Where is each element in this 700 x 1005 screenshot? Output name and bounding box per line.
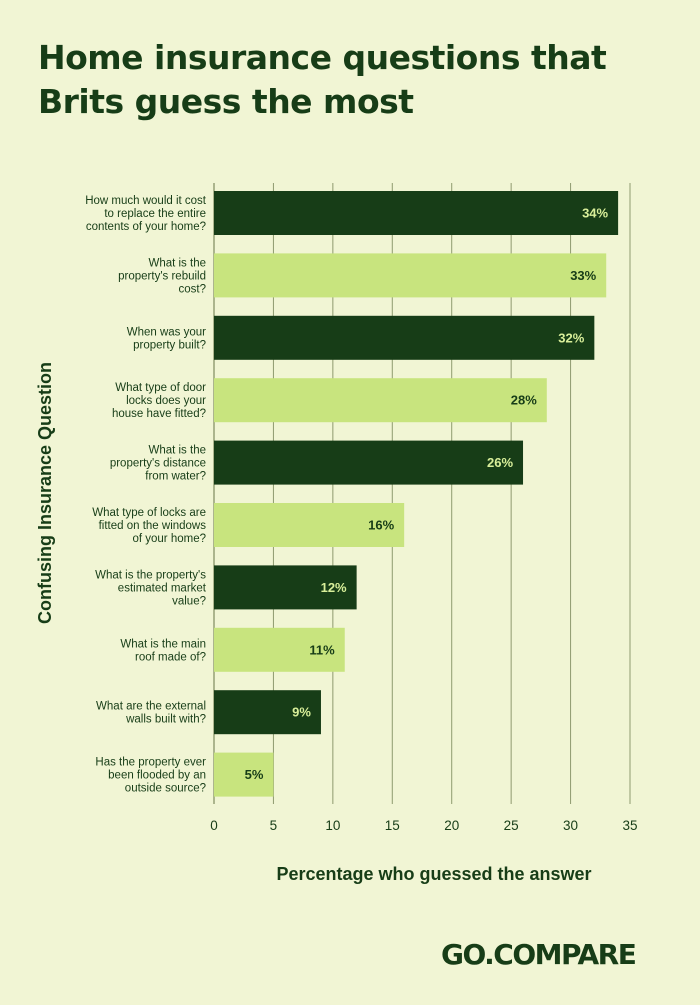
x-tick-label: 5 xyxy=(270,818,278,833)
category-labels: How much would it cost to replace the ent… xyxy=(85,195,207,795)
category-label-line: outside source? xyxy=(125,783,206,795)
category-label-line: walls built with? xyxy=(125,714,206,726)
category-label-line: been flooded by an xyxy=(108,770,206,782)
category-label-line: What is the xyxy=(148,257,206,269)
category-label: What is the property's estimated market va… xyxy=(95,569,207,607)
x-tick-label: 0 xyxy=(210,818,218,833)
value-label: 28% xyxy=(511,393,537,408)
x-tick-label: 20 xyxy=(444,818,459,833)
x-axis-title: Percentage who guessed the answer xyxy=(276,864,591,884)
x-axis-ticks: 0 5 10 15 20 25 30 35 xyxy=(210,818,637,833)
category-label-line: Has the property ever xyxy=(95,757,206,769)
category-label-line: When was your xyxy=(127,326,206,338)
category-label-line: How much would it cost xyxy=(85,195,207,207)
category-label-line: value? xyxy=(172,595,206,607)
category-label-line: What type of locks are xyxy=(92,507,206,519)
x-tick-label: 10 xyxy=(325,818,340,833)
bar xyxy=(214,253,607,298)
category-label-line: What are the external xyxy=(96,701,206,713)
category-label-line: of your home? xyxy=(132,533,206,545)
x-tick-label: 35 xyxy=(622,818,637,833)
category-label-line: contents of your home? xyxy=(86,221,206,233)
category-label: How much would it cost to replace the ent… xyxy=(85,195,207,233)
value-label: 11% xyxy=(309,642,335,657)
y-axis-title: Confusing Insurance Question xyxy=(35,362,55,624)
value-label: 9% xyxy=(292,705,311,720)
bar xyxy=(214,440,524,485)
value-label: 32% xyxy=(558,330,584,345)
bar xyxy=(214,690,321,735)
value-label: 33% xyxy=(570,268,596,283)
x-tick-label: 30 xyxy=(563,818,578,833)
gocompare-logo: GO.COMPARE xyxy=(441,938,637,971)
category-label: What type of locks are fitted on the wind… xyxy=(92,507,206,545)
value-label: 26% xyxy=(487,455,513,470)
category-label-line: estimated market xyxy=(118,582,207,594)
category-label: What is the property's distance from water… xyxy=(110,445,206,483)
value-label: 5% xyxy=(245,767,264,782)
category-label-line: What type of door xyxy=(115,382,206,394)
bar xyxy=(214,627,345,672)
category-label-line: to replace the entire xyxy=(104,208,206,220)
bar xyxy=(214,565,357,610)
x-tick-label: 25 xyxy=(504,818,519,833)
category-label-line: property's distance xyxy=(110,458,206,470)
category-label: What are the external walls built with? xyxy=(96,701,206,726)
category-label-line: from water? xyxy=(145,471,206,483)
category-label: Has the property ever been flooded by an o… xyxy=(95,757,206,795)
bar xyxy=(214,315,595,360)
category-label-line: locks does your xyxy=(126,395,206,407)
category-label-line: property built? xyxy=(133,339,206,351)
category-label: What type of door locks does your house ha… xyxy=(112,382,206,420)
category-label-line: cost? xyxy=(179,283,207,295)
category-label-line: What is the main xyxy=(120,638,206,650)
bar xyxy=(214,503,405,547)
category-label-line: property's rebuild xyxy=(118,270,206,282)
category-label-line: fitted on the windows xyxy=(99,520,207,532)
bars: 34% 33% 32% 28% 26% 16% 12% 11% 9% 5% xyxy=(214,191,619,797)
category-label-line: roof made of? xyxy=(135,651,206,663)
value-label: 34% xyxy=(582,206,608,221)
bar xyxy=(214,752,274,797)
category-label-line: house have fitted? xyxy=(112,408,206,420)
chart-title: Home insurance questions that Brits gues… xyxy=(38,38,607,121)
category-label: What is the property's rebuild cost? xyxy=(118,257,206,295)
bar xyxy=(214,378,547,423)
bar xyxy=(214,191,619,235)
x-tick-label: 15 xyxy=(385,818,400,833)
category-label: What is the main roof made of? xyxy=(120,638,206,663)
category-label-line: What is the xyxy=(148,445,206,457)
category-label-line: What is the property's xyxy=(95,569,206,581)
value-label: 12% xyxy=(321,580,347,595)
category-label: When was your property built? xyxy=(127,326,206,351)
value-label: 16% xyxy=(368,518,394,533)
